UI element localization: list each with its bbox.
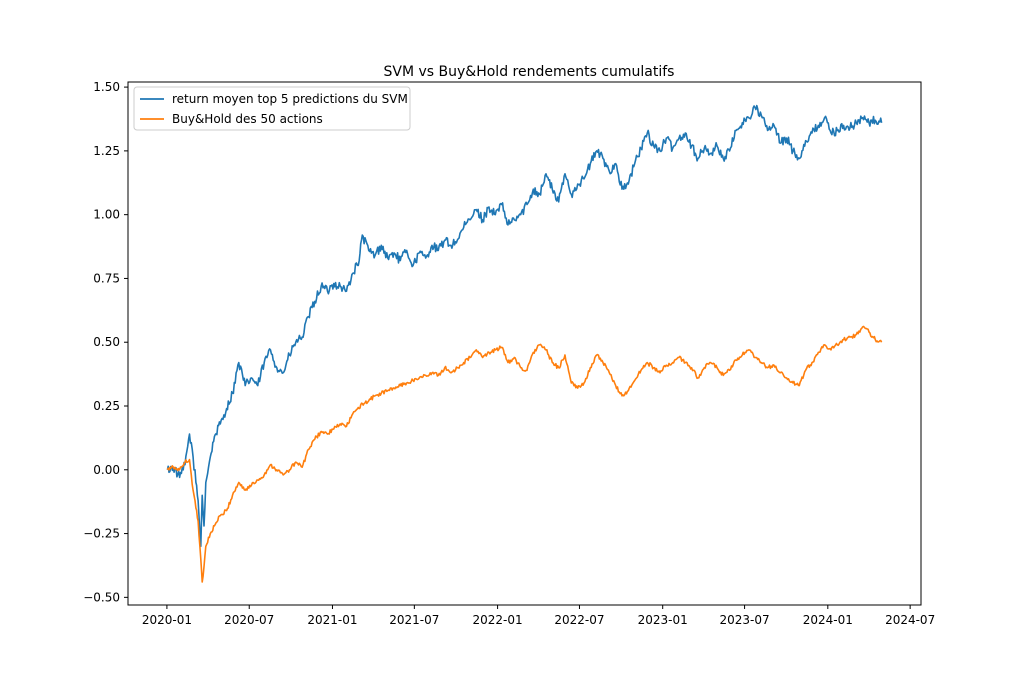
plot-frame [127, 81, 922, 606]
x-tick-label: 2020-01 [142, 613, 192, 627]
y-tick-label: 0.00 [93, 463, 120, 477]
legend-label: return moyen top 5 predictions du SVM [172, 92, 408, 106]
x-tick-label: 2021-01 [307, 613, 357, 627]
axes-layer: −0.50 −0.25 0.00 0.25 0.50 0.75 1.00 1.25 1.50 20… [83, 80, 935, 627]
x-tick-label: 2024-01 [803, 613, 853, 627]
x-tick-label: 2023-07 [720, 613, 770, 627]
x-tick-label: 2021-07 [389, 613, 439, 627]
series-line-svm [166, 104, 883, 548]
x-tick-label: 2024-07 [885, 613, 935, 627]
y-tick-label: −0.25 [83, 527, 120, 541]
x-tick-label: 2022-07 [554, 613, 604, 627]
plot-layer [166, 104, 883, 583]
y-tick-label: 1.00 [93, 208, 120, 222]
y-tick-label: 0.75 [93, 271, 120, 285]
legend: return moyen top 5 predictions du SVM Buy… [133, 86, 411, 131]
x-tick-label: 2020-07 [224, 613, 274, 627]
y-tick-label: 1.25 [93, 144, 120, 158]
legend-label: Buy&Hold des 50 actions [172, 112, 323, 126]
y-tick-label: 0.25 [93, 399, 120, 413]
legend-box [133, 86, 411, 131]
y-tick-label: −0.50 [83, 590, 120, 604]
series-line-buy-hold [166, 325, 883, 583]
y-tick-label: 1.50 [93, 80, 120, 94]
x-tick-label: 2023-01 [638, 613, 688, 627]
chart-title: SVM vs Buy&Hold rendements cumulatifs [384, 64, 675, 80]
x-tick-label: 2022-01 [473, 613, 523, 627]
y-tick-label: 0.50 [93, 335, 120, 349]
